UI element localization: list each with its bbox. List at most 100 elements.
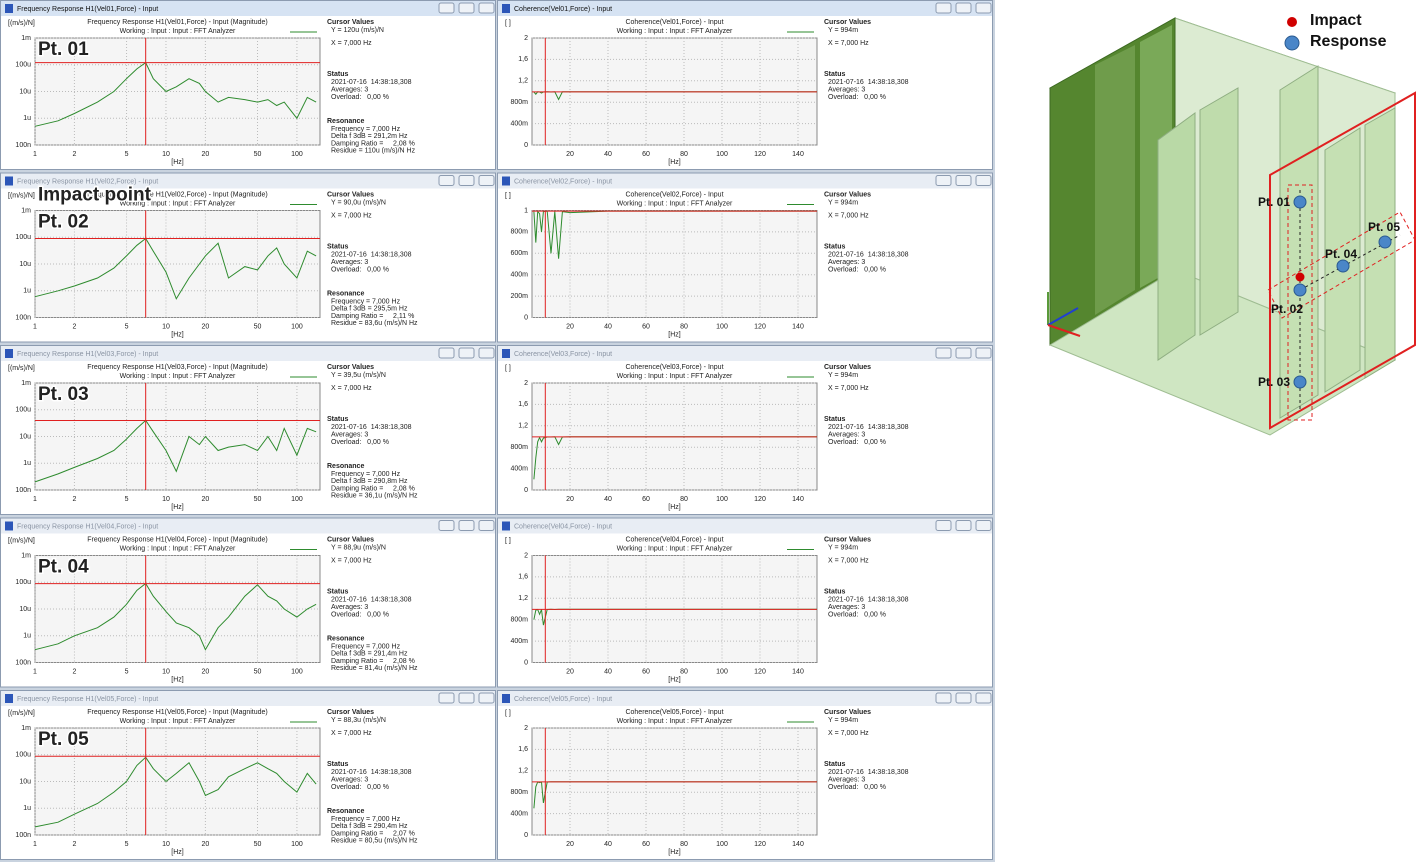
- minimize-button[interactable]: [935, 347, 952, 359]
- measurement-plane: [1269, 91, 1416, 430]
- maximize-button[interactable]: [955, 2, 972, 14]
- x-tick-label: 1: [33, 496, 37, 503]
- panel-line: X = 7,000 Hz: [331, 730, 372, 737]
- x-tick-label: 100: [291, 668, 303, 675]
- panel-line: Y = 39,5u (m/s)/N: [331, 372, 386, 379]
- minimize-button[interactable]: [935, 175, 952, 186]
- overlay-label: Pt. 01: [38, 39, 89, 60]
- panel-line: X = 7,000 Hz: [828, 730, 869, 737]
- y-tick-label: 1,2: [518, 423, 528, 430]
- minimize-button[interactable]: [438, 347, 455, 359]
- x-tick-label: 140: [792, 151, 804, 158]
- minimize-button[interactable]: [438, 175, 455, 186]
- panel-line: X = 7,000 Hz: [828, 40, 869, 47]
- x-tick-label: 1: [33, 668, 37, 675]
- response-point: [1293, 375, 1307, 389]
- x-tick-label: 50: [254, 841, 262, 848]
- window: Frequency Response H1(Vel03,Force) - Inp…: [0, 345, 496, 515]
- y-tick-label: 100u: [15, 234, 31, 241]
- x-tick-label: 20: [201, 496, 209, 503]
- x-tick-label: 100: [716, 151, 728, 158]
- window: Coherence(Vel03,Force) - Input [ ] Coheren…: [497, 345, 993, 515]
- minimize-button[interactable]: [935, 692, 952, 704]
- y-tick-label: 10u: [19, 261, 31, 268]
- maximize-button[interactable]: [458, 175, 475, 186]
- close-button[interactable]: [478, 175, 495, 186]
- x-tick-label: 40: [604, 496, 612, 503]
- y-tick-label: 1m: [21, 35, 31, 42]
- y-tick-label: 10u: [19, 606, 31, 613]
- maximize-button[interactable]: [955, 520, 972, 531]
- maximize-button[interactable]: [458, 520, 475, 531]
- panel-line: X = 7,000 Hz: [331, 212, 372, 219]
- close-button[interactable]: [975, 175, 992, 186]
- x-tick-label: 10: [162, 496, 170, 503]
- close-button[interactable]: [478, 520, 495, 531]
- guide-line: [1299, 234, 1401, 291]
- overlay-label: Impact point: [38, 185, 152, 206]
- plot-title: Frequency Response H1(Vel04,Force) - Inp…: [87, 536, 268, 543]
- y-unit: [(m/s)/N]: [8, 537, 35, 544]
- window: Frequency Response H1(Vel04,Force) - Inp…: [0, 517, 496, 688]
- x-tick-label: 120: [754, 668, 766, 675]
- maximize-button[interactable]: [955, 692, 972, 704]
- panel-line: X = 7,000 Hz: [331, 557, 372, 564]
- close-button[interactable]: [478, 347, 495, 359]
- plot-subtitle: Working : Input : Input : FFT Analyzer: [120, 200, 236, 207]
- panel-line: 2021-07-16 14:38:18,308: [331, 596, 412, 603]
- minimize-button[interactable]: [935, 2, 952, 14]
- close-button[interactable]: [478, 692, 495, 704]
- panel-line: Y = 88,3u (m/s)/N: [331, 717, 386, 724]
- panel-heading: Status: [327, 71, 349, 78]
- minimize-button[interactable]: [438, 520, 455, 531]
- maximize-button[interactable]: [955, 175, 972, 186]
- close-button[interactable]: [975, 347, 992, 359]
- title-bar: [498, 691, 992, 706]
- x-tick-label: 20: [201, 668, 209, 675]
- y-unit: [ ]: [505, 365, 511, 372]
- y-tick-label: 2: [524, 35, 528, 42]
- y-tick-label: 400m: [510, 272, 528, 279]
- y-tick-label: 100n: [15, 142, 31, 149]
- app-icon: [5, 176, 13, 186]
- partition: [1157, 112, 1196, 361]
- panel-heading: Cursor Values: [824, 364, 871, 371]
- panel-line: Damping Ratio = 2,08 %: [331, 485, 415, 492]
- y-tick-label: 400m: [510, 810, 528, 817]
- y-tick-label: 1u: [23, 460, 31, 467]
- panel-line: Averages: 3: [828, 259, 865, 266]
- x-tick-label: 5: [125, 668, 129, 675]
- panel-line: Overload: 0,00 %: [828, 784, 886, 791]
- close-button[interactable]: [975, 692, 992, 704]
- x-tick-label: 20: [566, 668, 574, 675]
- window-title: Frequency Response H1(Vel04,Force) - Inp…: [17, 523, 158, 530]
- y-tick-label: 100n: [15, 314, 31, 321]
- close-button[interactable]: [478, 2, 495, 14]
- panel-line: Y = 88,9u (m/s)/N: [331, 544, 386, 551]
- x-tick-label: 1: [33, 323, 37, 330]
- close-button[interactable]: [975, 2, 992, 14]
- plot-title: Coherence(Vel05,Force) - Input: [625, 709, 723, 716]
- maximize-button[interactable]: [458, 2, 475, 14]
- curve: [34, 756, 317, 828]
- panel-line: Damping Ratio = 2,11 %: [331, 313, 414, 320]
- minimize-button[interactable]: [935, 520, 952, 531]
- window: Frequency Response H1(Vel02,Force) - Inp…: [0, 172, 496, 343]
- panel-line: Overload: 0,00 %: [331, 439, 389, 446]
- minimize-button[interactable]: [438, 2, 455, 14]
- panel-line: X = 7,000 Hz: [331, 385, 372, 392]
- panel-heading: Status: [327, 761, 349, 768]
- panel-line: X = 7,000 Hz: [331, 40, 372, 47]
- panel-line: Damping Ratio = 2,08 %: [331, 658, 415, 665]
- panel-heading: Resonance: [327, 635, 364, 642]
- maximize-button[interactable]: [458, 692, 475, 704]
- legend-label: Impact: [1310, 12, 1362, 29]
- x-tick-label: 100: [291, 323, 303, 330]
- minimize-button[interactable]: [438, 692, 455, 704]
- plot-subtitle: Working : Input : Input : FFT Analyzer: [120, 545, 236, 552]
- maximize-button[interactable]: [458, 347, 475, 359]
- maximize-button[interactable]: [955, 347, 972, 359]
- app-icon: [502, 349, 510, 358]
- close-button[interactable]: [975, 520, 992, 531]
